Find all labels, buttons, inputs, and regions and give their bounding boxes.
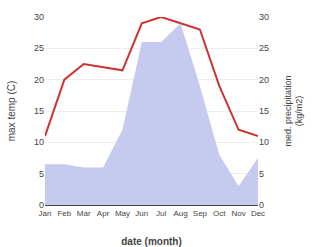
svg-text:Oct: Oct <box>213 209 226 218</box>
svg-text:date (month): date (month) <box>121 236 182 247</box>
svg-text:0: 0 <box>259 200 264 210</box>
svg-text:Feb: Feb <box>57 209 71 218</box>
svg-text:Dec: Dec <box>251 209 265 218</box>
svg-text:5: 5 <box>39 169 44 179</box>
svg-text:Jul: Jul <box>156 209 166 218</box>
svg-text:5: 5 <box>259 169 264 179</box>
svg-text:30: 30 <box>259 12 269 22</box>
svg-text:med. precipitation(kg/m2): med. precipitation(kg/m2) <box>283 75 305 146</box>
svg-text:Jan: Jan <box>39 209 52 218</box>
svg-text:Sep: Sep <box>193 209 208 218</box>
svg-text:Mar: Mar <box>77 209 91 218</box>
svg-text:10: 10 <box>259 137 269 147</box>
svg-text:30: 30 <box>34 12 44 22</box>
svg-text:0: 0 <box>39 200 44 210</box>
svg-text:Nov: Nov <box>232 209 246 218</box>
svg-text:15: 15 <box>259 106 269 116</box>
svg-text:Aug: Aug <box>173 209 187 218</box>
svg-text:Jun: Jun <box>135 209 148 218</box>
svg-text:25: 25 <box>259 43 269 53</box>
svg-text:20: 20 <box>34 75 44 85</box>
svg-text:Apr: Apr <box>97 209 110 218</box>
svg-text:15: 15 <box>34 106 44 116</box>
svg-text:May: May <box>115 209 130 218</box>
svg-text:max temp (C): max temp (C) <box>6 81 17 142</box>
svg-text:20: 20 <box>259 75 269 85</box>
svg-text:10: 10 <box>34 137 44 147</box>
svg-text:25: 25 <box>34 43 44 53</box>
